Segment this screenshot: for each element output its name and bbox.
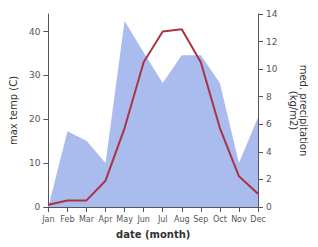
svg-text:8: 8	[266, 92, 272, 102]
svg-text:Mar: Mar	[79, 215, 95, 224]
svg-text:0: 0	[35, 202, 41, 212]
svg-text:max temp (C): max temp (C)	[8, 76, 19, 145]
svg-text:14: 14	[266, 9, 278, 19]
svg-text:med. precipitation: med. precipitation	[297, 64, 309, 157]
svg-text:May: May	[116, 215, 133, 224]
svg-text:2: 2	[266, 174, 272, 184]
svg-text:Oct: Oct	[213, 215, 227, 224]
svg-text:12: 12	[266, 37, 277, 47]
svg-text:40: 40	[29, 27, 41, 37]
svg-text:Feb: Feb	[60, 215, 74, 224]
svg-text:10: 10	[29, 158, 41, 168]
svg-text:Jul: Jul	[157, 215, 168, 224]
svg-text:30: 30	[29, 70, 41, 80]
svg-text:10: 10	[266, 64, 278, 74]
svg-text:6: 6	[266, 119, 272, 129]
svg-text:0: 0	[266, 202, 272, 212]
svg-text:Aug: Aug	[174, 215, 190, 224]
svg-text:20: 20	[29, 114, 41, 124]
svg-text:Jun: Jun	[136, 215, 150, 224]
svg-text:Sep: Sep	[193, 215, 208, 224]
svg-text:4: 4	[266, 147, 272, 157]
svg-text:Nov: Nov	[231, 215, 247, 224]
svg-text:date (month): date (month)	[116, 229, 190, 240]
svg-text:Jan: Jan	[41, 215, 54, 224]
svg-text:(kg/m2): (kg/m2)	[288, 91, 299, 131]
svg-text:Apr: Apr	[99, 215, 114, 224]
svg-text:Dec: Dec	[250, 215, 265, 224]
